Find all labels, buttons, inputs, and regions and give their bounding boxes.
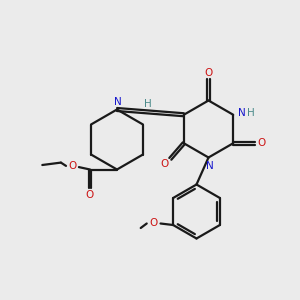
Text: O: O [68,161,76,171]
Text: O: O [204,68,213,78]
Text: O: O [86,190,94,200]
Text: O: O [161,159,169,169]
Text: H: H [247,108,254,118]
Text: O: O [149,218,158,228]
Text: N: N [238,108,246,118]
Text: N: N [206,161,214,171]
Text: N: N [114,97,122,107]
Text: H: H [143,99,151,109]
Text: O: O [257,138,266,148]
